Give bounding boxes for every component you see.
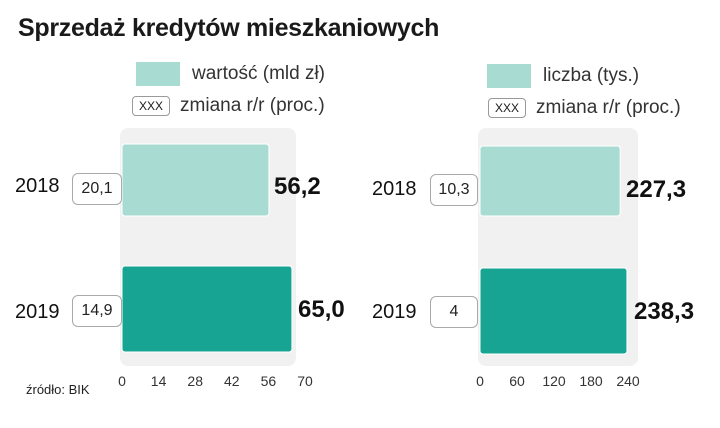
category-label: 2019 <box>15 301 60 323</box>
legend-swatch-light <box>487 64 531 88</box>
x-tick-label: 60 <box>509 373 525 388</box>
legend-item-count: liczba (tys.) <box>487 62 639 90</box>
x-tick-label: 240 <box>616 373 640 388</box>
x-tick-label: 0 <box>118 373 126 388</box>
x-tick-label: 120 <box>542 373 566 388</box>
category-label: 2018 <box>15 175 60 197</box>
legend-label-value: wartość (mld zł) <box>192 63 326 84</box>
change-box: 10,3 <box>430 174 478 206</box>
x-tick-label: 180 <box>579 373 603 388</box>
x-tick-label: 42 <box>224 373 240 388</box>
panel-left: 0 14 28 42 56 70 2018 20,1 56,2 2019 14,9 65,… <box>0 128 360 388</box>
chart-right: 0 60 120 180 240 <box>476 128 640 388</box>
category-label: 2019 <box>372 301 417 323</box>
bar-2019 <box>121 265 293 353</box>
legend-item-change-2: XXX zmiana r/r (proc.) <box>488 94 681 122</box>
legend-label-change: zmiana r/r (proc.) <box>536 97 681 118</box>
page-title: Sprzedaż kredytów mieszkaniowych <box>18 14 440 42</box>
x-tick-label: 28 <box>187 373 203 388</box>
x-tick-label: 70 <box>297 373 313 388</box>
legend-xxx-box: XXX <box>132 96 171 116</box>
x-tick-label: 0 <box>476 373 484 388</box>
legend-label-count: liczba (tys.) <box>543 65 640 86</box>
legend-item-value: wartość (mld zł) <box>136 60 325 88</box>
legend-xxx-box: XXX <box>488 98 527 118</box>
category-label: 2018 <box>372 178 417 200</box>
bar-2019 <box>479 267 628 355</box>
change-box: 4 <box>430 296 478 328</box>
bar-2018 <box>121 143 270 217</box>
legend-item-change: XXX zmiana r/r (proc.) <box>132 92 325 120</box>
source-note: źródło: BIK <box>26 382 90 397</box>
change-box: 14,9 <box>72 295 122 327</box>
legend-swatch-light <box>136 62 180 86</box>
value-label: 227,3 <box>626 176 687 203</box>
chart-left: 0 14 28 42 56 70 <box>118 128 313 388</box>
value-label: 56,2 <box>274 173 321 200</box>
change-box: 20,1 <box>72 173 122 205</box>
x-tick-label: 56 <box>261 373 277 388</box>
legend-label-change: zmiana r/r (proc.) <box>180 95 325 116</box>
value-label: 238,3 <box>634 298 695 325</box>
bar-2018 <box>479 145 621 217</box>
x-tick-label: 14 <box>151 373 167 388</box>
panel-right: 0 60 120 180 240 2018 10,3 227,3 2019 4 238,… <box>360 128 720 388</box>
value-label: 65,0 <box>298 296 345 323</box>
